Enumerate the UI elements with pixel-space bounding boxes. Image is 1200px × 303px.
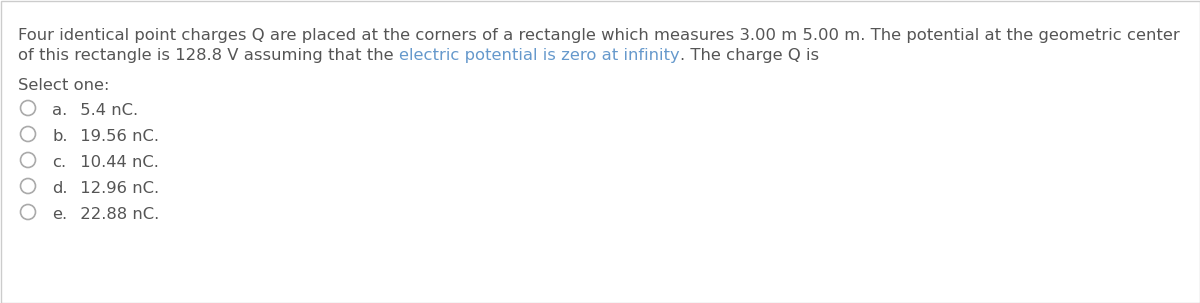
Text: a.: a.	[52, 103, 67, 118]
Text: 19.56 nC.: 19.56 nC.	[74, 129, 158, 144]
Text: . The charge Q is: . The charge Q is	[679, 48, 818, 63]
Text: Select one:: Select one:	[18, 78, 109, 93]
Text: c.: c.	[52, 155, 66, 170]
Text: 12.96 nC.: 12.96 nC.	[74, 181, 160, 196]
Text: Four identical point charges Q are placed at the corners of a rectangle which me: Four identical point charges Q are place…	[18, 28, 1180, 43]
Text: 22.88 nC.: 22.88 nC.	[74, 207, 160, 222]
Text: e.: e.	[52, 207, 67, 222]
Text: of this rectangle is 128.8 V assuming that the: of this rectangle is 128.8 V assuming th…	[18, 48, 398, 63]
Text: 5.4 nC.: 5.4 nC.	[74, 103, 138, 118]
Text: d.: d.	[52, 181, 67, 196]
Text: b.: b.	[52, 129, 67, 144]
Text: electric potential is zero at infinity: electric potential is zero at infinity	[398, 48, 679, 63]
Text: 10.44 nC.: 10.44 nC.	[74, 155, 158, 170]
